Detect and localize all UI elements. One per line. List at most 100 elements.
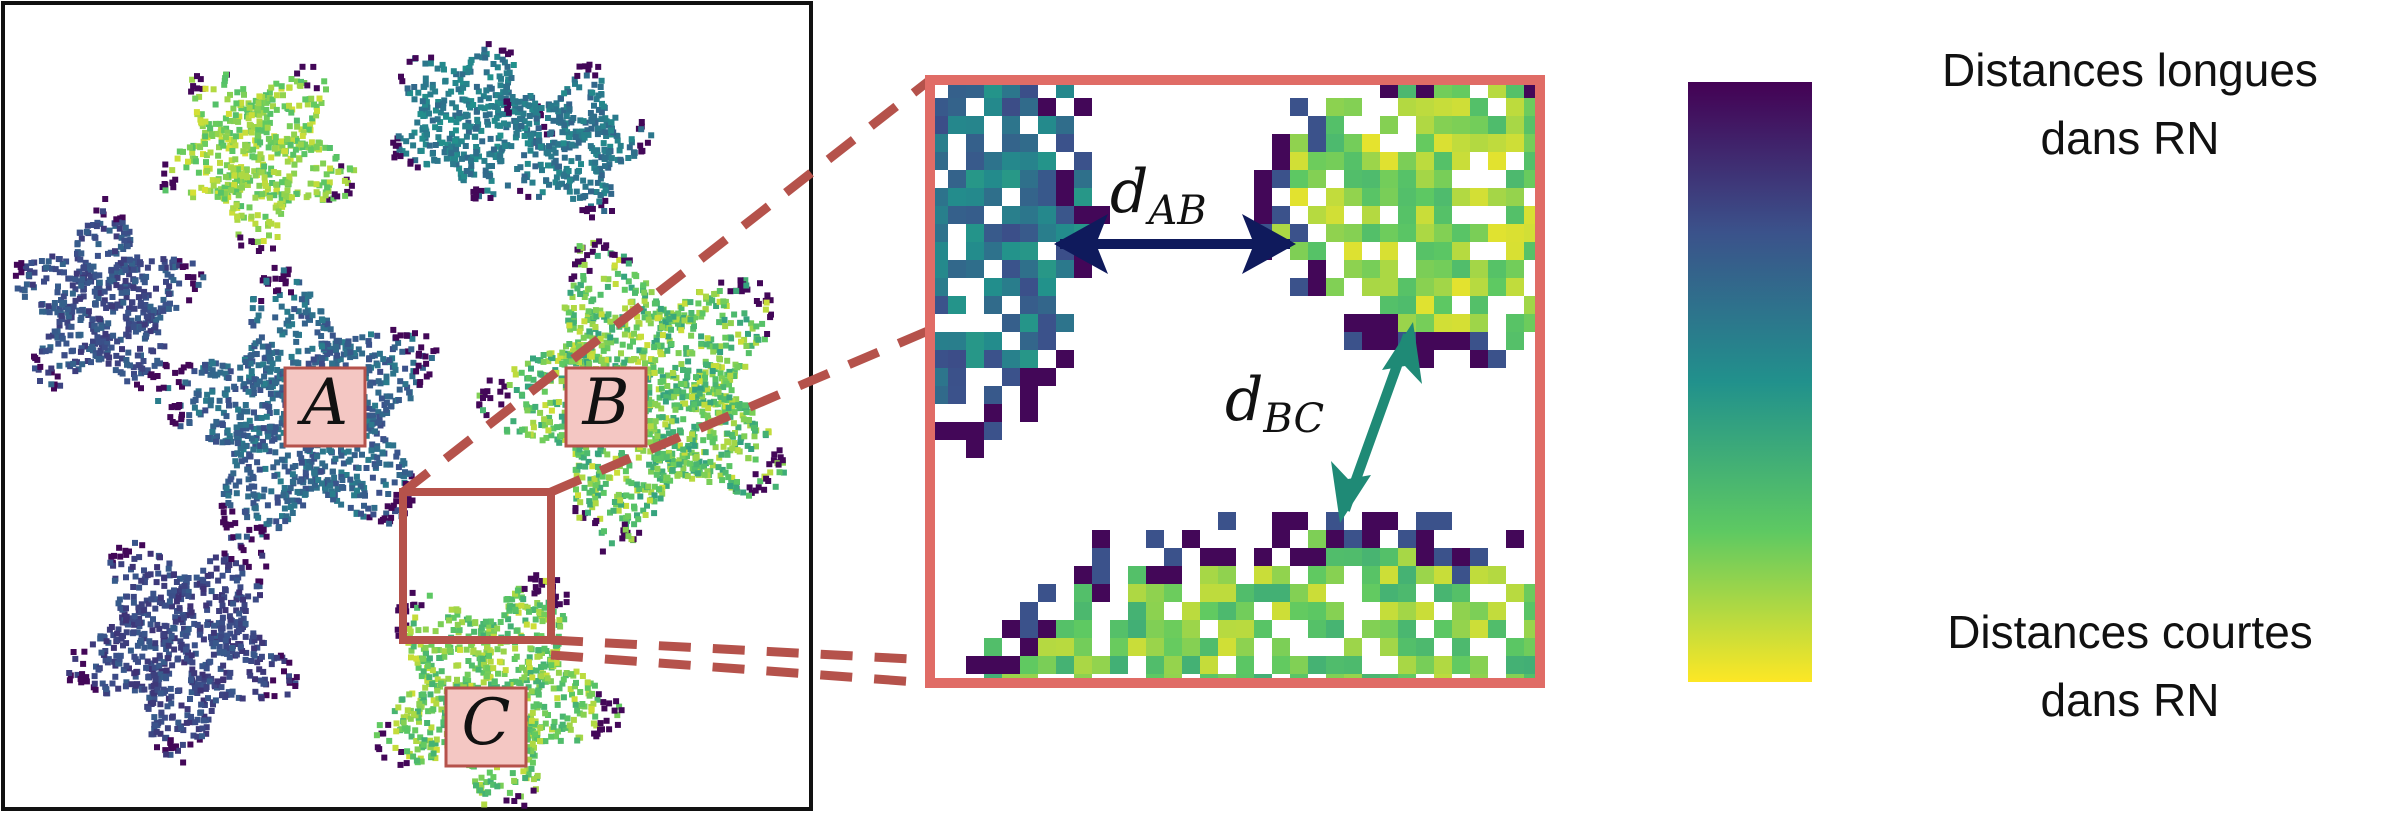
scatter-point [238,212,245,219]
scatter-point [228,691,235,698]
scatter-point [538,371,545,378]
scatter-point [497,82,504,89]
scatter-point [716,355,723,362]
scatter-point [485,121,491,128]
scatter-point [231,181,238,188]
scatter-point [151,362,158,369]
scatter-point [272,139,279,146]
scatter-point [579,362,586,369]
scatter-point [150,307,157,314]
scatter-point [589,89,596,96]
scatter-point [603,316,610,323]
scatter-point [229,645,236,651]
scatter-point [508,75,515,81]
scatter-point [429,117,436,124]
scatter-point [196,93,203,100]
scatter-point [56,305,63,312]
scatter-point [586,498,593,505]
scatter-point [600,362,607,369]
scatter-point [481,157,488,164]
scatter-point [588,188,594,195]
scatter-point [743,282,750,289]
scatter-point [414,119,421,126]
scatter-point [299,133,306,139]
scatter-point [497,94,504,101]
scatter-point [111,220,118,227]
scatter-point [552,399,559,406]
scatter-point [272,314,279,321]
scatter-point [302,96,309,103]
scatter-point [450,161,457,168]
scatter-point [363,465,370,471]
scatter-point [683,459,690,466]
scatter-point [233,424,240,431]
scatter-point [673,417,680,424]
scatter-point [569,294,576,300]
scatter-point [583,208,590,215]
scatter-point [160,689,167,696]
scatter-point [333,347,339,354]
scatter-point [105,320,112,327]
scatter-point [202,85,209,92]
scatter-point [242,443,249,449]
scatter-point [131,687,138,694]
scatter-point [238,242,245,249]
scatter-point [222,607,229,614]
scatter-point [693,374,699,381]
scatter-point [450,68,457,75]
scatter-point [198,369,205,376]
scatter-point [728,479,735,486]
scatter-point [406,389,413,396]
scatter-point [230,205,237,212]
scatter-point [112,248,118,255]
scatter-point [581,261,588,268]
scatter-point [505,109,512,116]
scatter-point [579,207,586,214]
scatter-point [322,354,329,361]
scatter-point [54,334,61,341]
scatter-point [432,124,439,131]
scatter-point [612,337,619,344]
scatter-point [232,482,239,489]
scatter-point [113,282,120,289]
scatter-point [385,491,392,497]
scatter-point [402,381,409,388]
scatter-point [112,367,119,374]
scatter-point [119,606,126,613]
scatter-point [407,158,414,165]
scatter-point [89,343,96,350]
scatter-point [123,605,129,612]
scatter-point [233,560,239,567]
scatter-point [683,345,690,352]
scatter-point [576,132,583,139]
scatter-point [217,369,224,376]
scatter-point [235,628,242,634]
scatter-point [489,163,495,169]
scatter-point [566,177,573,184]
scatter-point [156,662,163,669]
scatter-point [640,447,647,454]
scatter-point [590,148,597,154]
scatter-point [514,124,521,131]
scatter-point [224,96,231,103]
scatter-point [749,420,756,427]
scatter-point [445,675,452,682]
scatter-point [592,324,599,330]
scatter-point [729,398,736,404]
scatter-point [709,439,716,446]
scatter-point [579,304,586,311]
scatter-point [181,582,188,589]
scatter-point [229,209,236,216]
scatter-point [572,128,579,135]
scatter-point [584,450,591,457]
scatter-point [295,308,302,315]
scatter-point [594,125,601,132]
scatter-point [717,370,724,377]
scatter-point [625,533,632,540]
scatter-point [525,375,532,381]
scatter-point [278,303,285,310]
scatter-point [691,466,698,473]
scatter-point [246,417,253,424]
scatter-point [338,163,345,170]
scatter-point [577,689,584,695]
